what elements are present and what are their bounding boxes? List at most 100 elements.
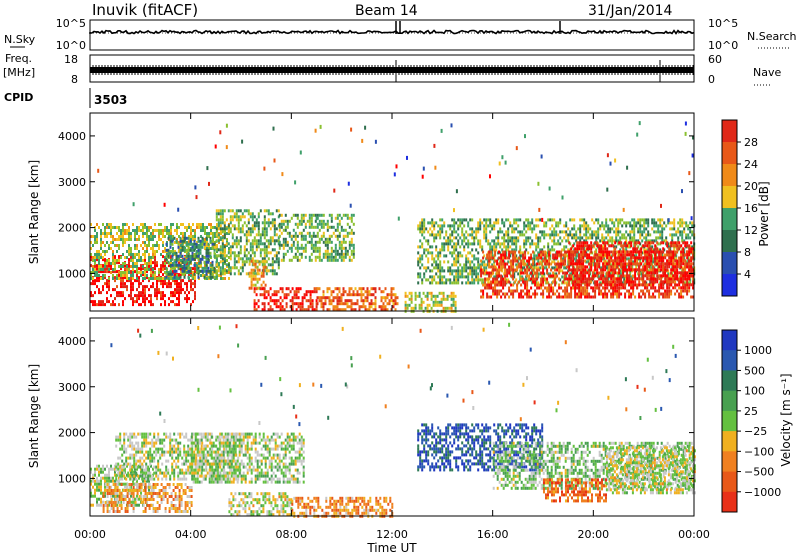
data-cell: [318, 237, 321, 241]
data-cell: [239, 251, 242, 255]
data-cell: [160, 253, 162, 256]
data-cell: [187, 275, 190, 279]
data-cell: [424, 306, 427, 310]
data-cell: [223, 221, 226, 225]
data-cell: [457, 260, 460, 264]
data-cell: [241, 269, 244, 273]
data-cell: [548, 274, 551, 278]
data-cell: [350, 299, 353, 303]
data-cell: [267, 221, 270, 225]
data-cell: [184, 232, 186, 235]
data-cell: [233, 239, 236, 243]
data-cell: [136, 259, 138, 262]
data-cell: [519, 275, 522, 279]
data-cell: [171, 257, 174, 261]
data-cell: [356, 293, 359, 297]
data-cell: [500, 253, 503, 257]
data-cell: [514, 259, 517, 263]
data-cell: [342, 237, 345, 241]
data-cell: [439, 248, 442, 252]
data-cell: [249, 254, 252, 258]
data-cell: [507, 227, 510, 231]
data-cell: [227, 263, 230, 267]
data-cell: [667, 221, 670, 225]
data-cell: [423, 221, 426, 225]
data-cell: [525, 224, 528, 228]
date-title: 31/Jan/2014: [588, 3, 673, 19]
data-cell: [247, 251, 250, 255]
data-cell: [526, 268, 529, 272]
data-cell: [625, 248, 628, 252]
data-cell: [350, 216, 353, 220]
data-cell: [463, 245, 466, 249]
data-cell: [269, 299, 272, 303]
data-cell: [344, 252, 347, 256]
data-cell: [282, 255, 285, 259]
data-cell: [207, 248, 210, 252]
data-cell: [292, 240, 295, 244]
data-cell: [546, 271, 549, 275]
data-cell: [435, 254, 438, 258]
data-cell: [534, 292, 537, 296]
data-cell: [134, 270, 136, 274]
data-cell: [291, 296, 294, 300]
data-cell: [480, 265, 483, 269]
data-cell: [235, 227, 238, 231]
data-cell: [534, 289, 537, 293]
data-cell: [611, 218, 614, 222]
data-cell: [629, 221, 632, 225]
data-cell: [194, 282, 196, 286]
data-cell: [247, 230, 250, 234]
data-cell: [204, 229, 206, 232]
data-cell: [481, 245, 484, 249]
data-cell: [352, 222, 355, 226]
data-cell: [509, 272, 512, 276]
data-cell: [558, 253, 561, 257]
data-cell: [382, 308, 385, 312]
data-cell: [480, 289, 483, 293]
data-cell: [493, 263, 496, 267]
data-cell: [200, 235, 202, 238]
data-cell: [259, 236, 262, 240]
data-cell: [340, 225, 343, 229]
data-cell: [340, 293, 343, 297]
data-cell: [328, 296, 331, 300]
data-cell: [184, 226, 186, 229]
data-cell: [588, 292, 591, 296]
data-cell: [156, 277, 158, 280]
data-cell: [128, 232, 130, 235]
data-cell: [278, 240, 281, 244]
data-cell: [342, 228, 345, 232]
data-cell: [134, 279, 136, 283]
data-cell: [439, 227, 442, 231]
data-cell: [130, 235, 132, 238]
data-cell: [116, 274, 118, 277]
data-cell: [302, 234, 305, 238]
data-cell: [168, 235, 170, 238]
data-cell: [152, 282, 154, 286]
data-cell: [176, 274, 178, 277]
data-cell: [354, 293, 357, 297]
data-cell: [534, 280, 537, 284]
data-cell: [374, 308, 377, 312]
data-cell: [263, 290, 266, 294]
data-cell: [372, 293, 375, 297]
data-cell: [154, 253, 156, 256]
data-cell: [414, 303, 417, 307]
data-cell: [513, 272, 516, 276]
data-cell: [179, 263, 182, 267]
data-cell: [110, 262, 112, 265]
data-cell: [209, 272, 212, 276]
data-cell: [552, 271, 555, 275]
data-cell: [259, 239, 262, 243]
data-cell: [316, 213, 319, 217]
data-cell: [332, 255, 335, 259]
data-cell: [221, 248, 224, 252]
data-cell: [130, 274, 132, 277]
data-cell: [545, 266, 548, 270]
data-cell: [531, 257, 534, 261]
data-cell: [199, 269, 202, 273]
data-cell: [206, 277, 208, 280]
data-cell: [619, 272, 622, 276]
data-cell: [271, 218, 274, 222]
